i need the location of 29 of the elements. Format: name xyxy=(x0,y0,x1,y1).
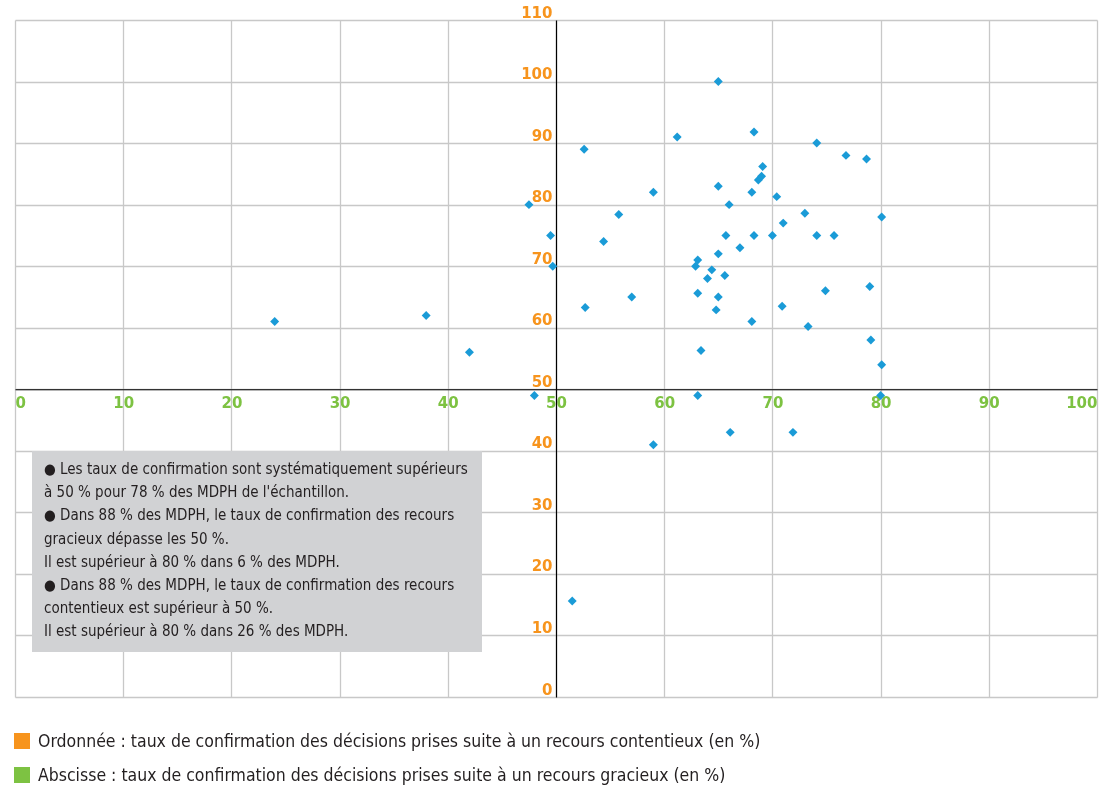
y-tick-label: 80 xyxy=(531,188,553,207)
annotation: ● Dans 88 % des MDPH, le taux de confirmation des recours contentieux est supérieur à 50 %. xyxy=(44,575,456,620)
annotation: Il est supérieur à 80 % dans 26 % des MDPH. xyxy=(44,621,350,643)
x-tick-label: 30 xyxy=(329,393,351,412)
y-tick-label: 30 xyxy=(531,495,553,514)
x-tick-label: 10 xyxy=(113,393,135,412)
annotation: ● Les taux de confirmation sont systématiquement supérieurs à 50 % pour 78 % des MDPH de l'échantillon. xyxy=(44,459,469,504)
x-tick-label: 60 xyxy=(654,393,676,412)
y-tick-label: 90 xyxy=(531,126,553,145)
y-tick-label: 20 xyxy=(531,557,553,576)
y-tick-label: 110 xyxy=(521,3,553,22)
annotation: Il est supérieur à 80 % dans 6 % des MDPH. xyxy=(44,551,341,573)
y-tick-label: 10 xyxy=(531,618,553,637)
text: Abscisse : taux de confirmation des décisions prises suite à un recours gracieux (en %) xyxy=(38,765,726,785)
y-tick-label: 0 xyxy=(542,680,553,699)
y-tick-label: 70 xyxy=(531,249,553,268)
x-tick-label: 20 xyxy=(221,393,243,412)
y-tick-label: 100 xyxy=(521,65,553,84)
y-tick-label: 40 xyxy=(531,434,553,453)
x-tick-label: 0 xyxy=(15,393,26,412)
x-tick-label: 70 xyxy=(762,393,784,412)
text: Ordonnée : taux de confirmation des décisions prises suite à un recours contentieux (en %) xyxy=(38,731,761,751)
y-tick-label: 60 xyxy=(531,311,553,330)
y-tick-label: 50 xyxy=(531,372,553,391)
x-tick-label: 100 xyxy=(1066,393,1098,412)
x-tick-label: 80 xyxy=(870,393,892,412)
x-tick-label: 40 xyxy=(437,393,459,412)
x-tick-label: 90 xyxy=(978,393,1000,412)
annotation: ● Dans 88 % des MDPH, le taux de confirmation des recours gracieux dépasse les 50 %. xyxy=(44,505,456,550)
